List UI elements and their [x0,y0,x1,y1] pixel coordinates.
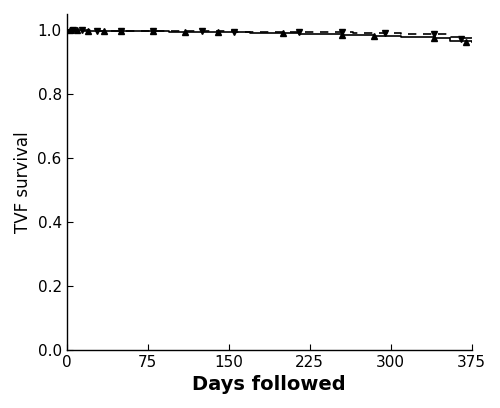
X-axis label: Days followed: Days followed [192,375,346,394]
Y-axis label: TVF survival: TVF survival [14,131,32,233]
